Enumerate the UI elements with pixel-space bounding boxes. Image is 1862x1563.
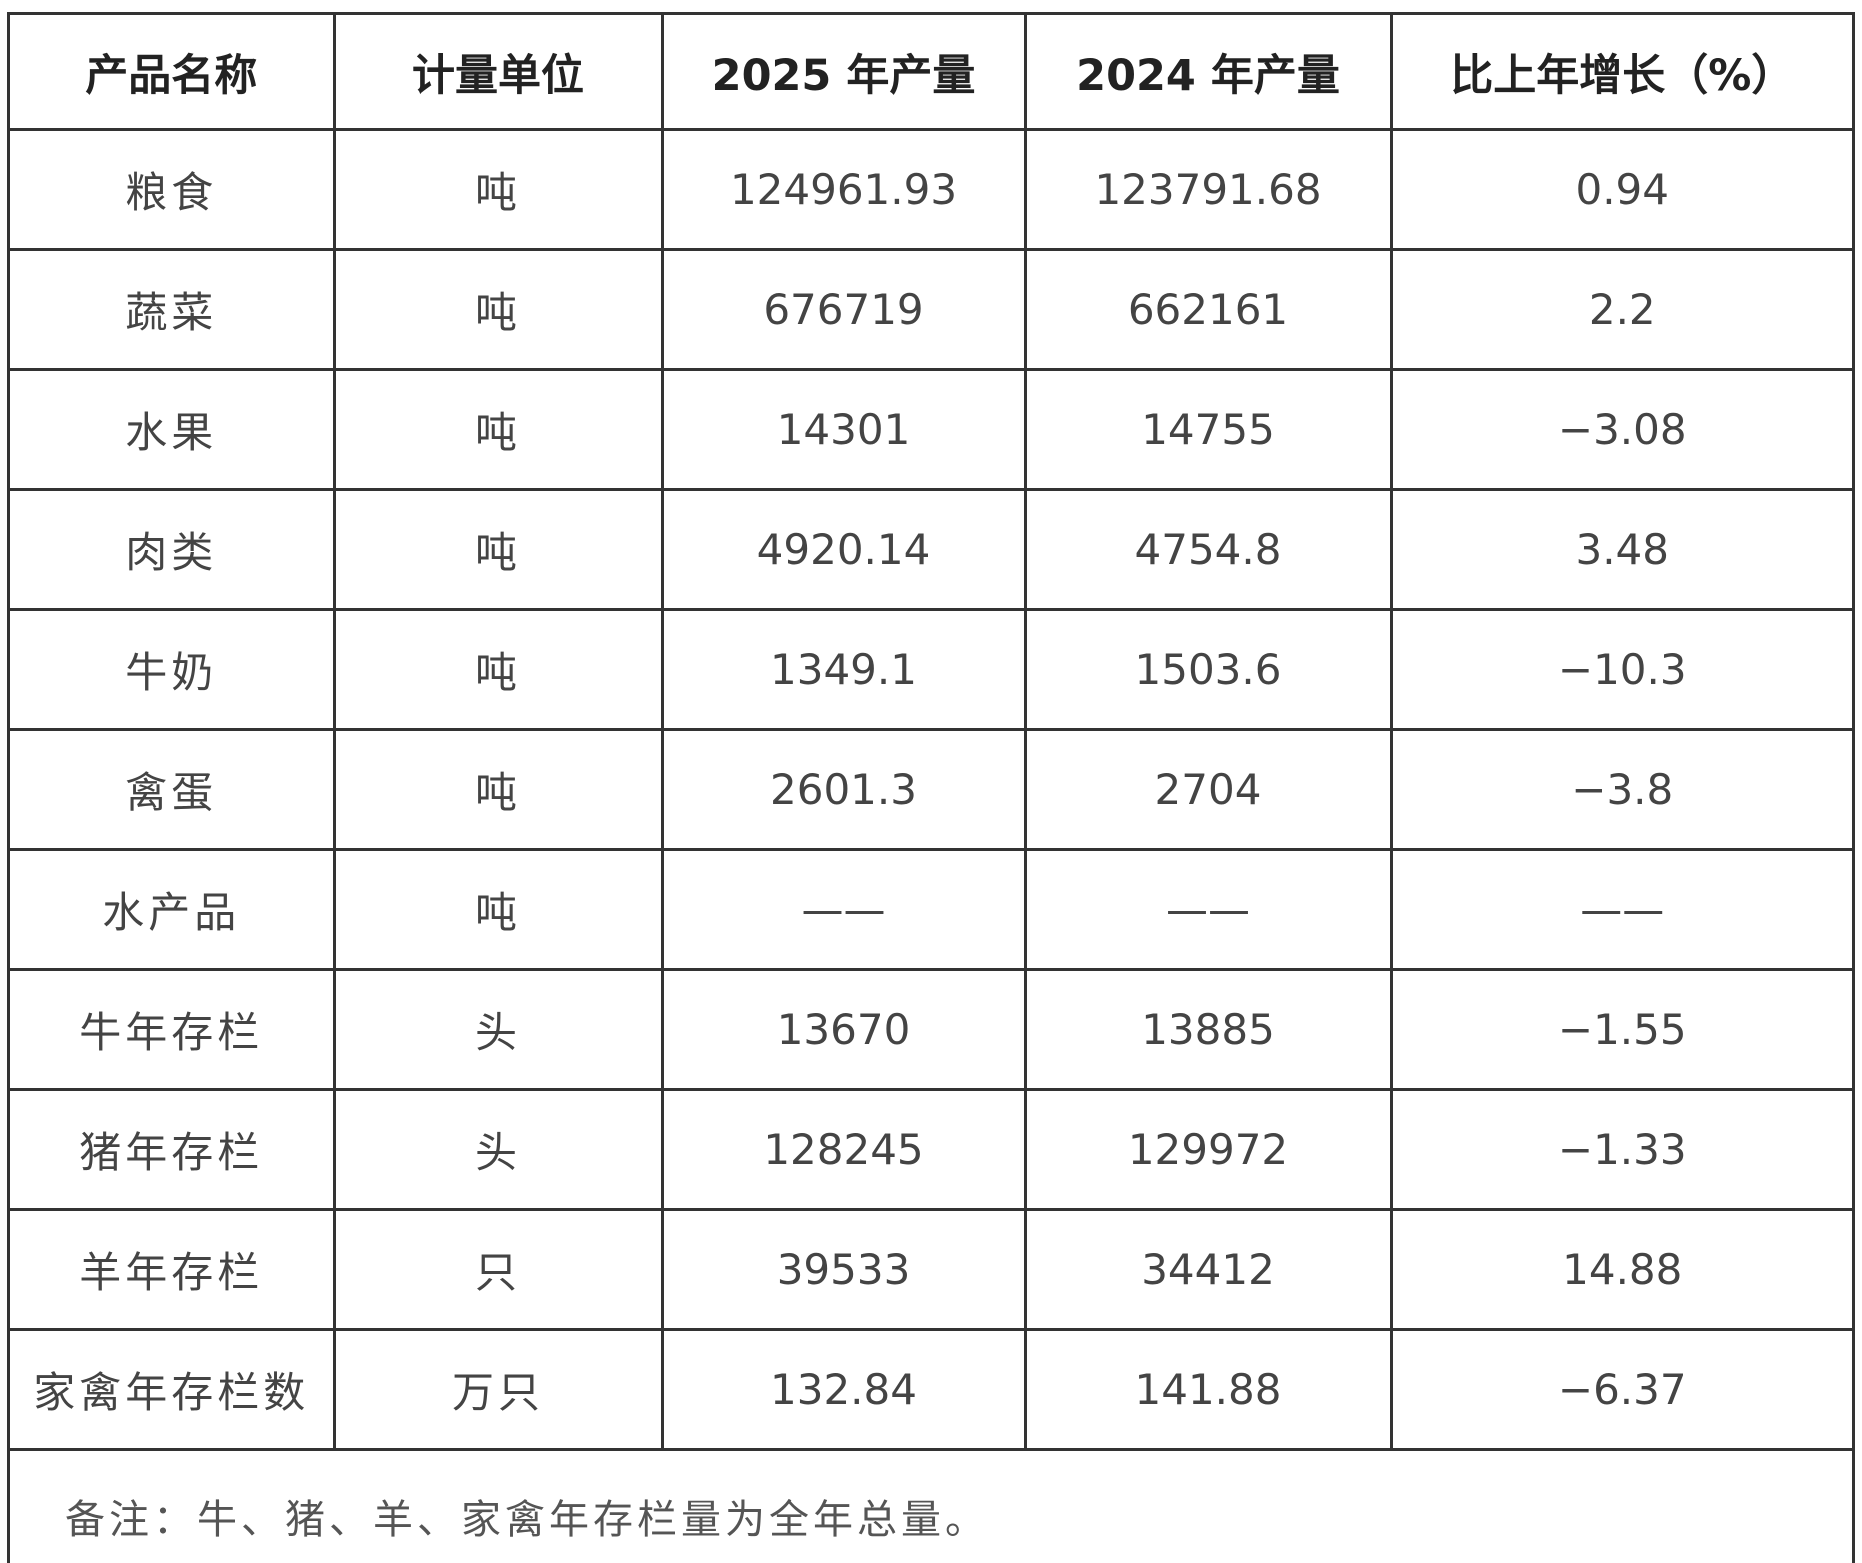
column-header: 比上年增长（%）	[1389, 15, 1852, 131]
product-name: 粮食	[10, 128, 336, 251]
unit: 只	[332, 1208, 664, 1331]
table-frame: 产品名称 计量单位 2025 年产量 2024 年产量 比上年增长（%） 粮食吨 1249…	[7, 12, 1855, 1563]
output-2025: 1349.1	[660, 608, 1027, 731]
product-name: 肉类	[10, 488, 336, 611]
unit: 吨	[332, 848, 664, 971]
output-2025: 2601.3	[660, 728, 1027, 851]
growth-rate: 2.2	[1389, 248, 1852, 371]
column-header: 2024 年产量	[1023, 15, 1393, 131]
unit: 吨	[332, 248, 664, 371]
table-row: 粮食吨 124961.93 123791.68 0.94	[10, 128, 1852, 251]
note: 备注：牛、猪、羊、家禽年存栏量为全年总量。	[65, 1497, 989, 1543]
table-row: 禽蛋吨 2601.3 2704 −3.8	[10, 728, 1852, 851]
output-2024: 141.88	[1023, 1328, 1393, 1451]
growth-rate: ——	[1389, 848, 1852, 971]
unit: 吨	[332, 488, 664, 611]
output-2025: ——	[660, 848, 1027, 971]
product-name: 羊年存栏	[10, 1208, 336, 1331]
output-2024: 13885	[1023, 968, 1393, 1091]
table-row: 羊年存栏只 39533 34412 14.88	[10, 1208, 1852, 1331]
product-name: 牛奶	[10, 608, 336, 731]
unit: 吨	[332, 728, 664, 851]
growth-rate: −1.33	[1389, 1088, 1852, 1211]
output-2024: 14755	[1023, 368, 1393, 491]
output-2024: 4754.8	[1023, 488, 1393, 611]
table-row: 肉类吨 4920.14 4754.8 3.48	[10, 488, 1852, 611]
unit: 吨	[332, 368, 664, 491]
data-table: 产品名称 计量单位 2025 年产量 2024 年产量 比上年增长（%） 粮食吨 1249…	[10, 15, 1852, 1451]
unit: 头	[332, 968, 664, 1091]
output-2025: 13670	[660, 968, 1027, 1091]
growth-rate: −1.55	[1389, 968, 1852, 1091]
product-name: 猪年存栏	[10, 1088, 336, 1211]
output-2024: 129972	[1023, 1088, 1393, 1211]
product-name: 水产品	[10, 848, 336, 971]
output-2025: 14301	[660, 368, 1027, 491]
product-name: 水果	[10, 368, 336, 491]
unit: 万只	[332, 1328, 664, 1451]
output-2024: 2704	[1023, 728, 1393, 851]
growth-rate: 0.94	[1389, 128, 1852, 251]
growth-rate: −3.8	[1389, 728, 1852, 851]
output-2025: 132.84	[660, 1328, 1027, 1451]
output-2025: 128245	[660, 1088, 1027, 1211]
growth-rate: 3.48	[1389, 488, 1852, 611]
growth-rate: −3.08	[1389, 368, 1852, 491]
column-header: 计量单位	[332, 15, 664, 131]
output-2024: 1503.6	[1023, 608, 1393, 731]
growth-rate: −6.37	[1389, 1328, 1852, 1451]
output-2024: 662161	[1023, 248, 1393, 371]
table-row: 水产品吨 —— —— ——	[10, 848, 1852, 971]
table-body: 粮食吨 124961.93 123791.68 0.94 蔬菜吨 676719 662161…	[10, 128, 1852, 1451]
output-2025: 676719	[660, 248, 1027, 371]
product-name: 蔬菜	[10, 248, 336, 371]
table-row: 牛年存栏头 13670 13885 −1.55	[10, 968, 1852, 1091]
table-row: 家禽年存栏数 万只 132.84 141.88 −6.37	[10, 1328, 1852, 1451]
growth-rate: 14.88	[1389, 1208, 1852, 1331]
table-row: 蔬菜吨 676719 662161 2.2	[10, 248, 1852, 371]
unit: 吨	[332, 128, 664, 251]
table-row: 水果吨 14301 14755 −3.08	[10, 368, 1852, 491]
product-name: 牛年存栏	[10, 968, 336, 1091]
output-2025: 124961.93	[660, 128, 1027, 251]
output-2024: ——	[1023, 848, 1393, 971]
product-name: 禽蛋	[10, 728, 336, 851]
product-name: 家禽年存栏数	[10, 1328, 336, 1451]
output-2025: 4920.14	[660, 488, 1027, 611]
growth-rate: −10.3	[1389, 608, 1852, 731]
unit: 吨	[332, 608, 664, 731]
output-2024: 123791.68	[1023, 128, 1393, 251]
column-header: 产品名称	[10, 15, 336, 131]
header-row: 产品名称 计量单位 2025 年产量 2024 年产量 比上年增长（%）	[10, 15, 1852, 131]
table-row: 猪年存栏头 128245 129972 −1.33	[10, 1088, 1852, 1211]
output-2025: 39533	[660, 1208, 1027, 1331]
unit: 头	[332, 1088, 664, 1211]
column-header: 2025 年产量	[660, 15, 1027, 131]
output-2024: 34412	[1023, 1208, 1393, 1331]
table-row: 牛奶吨 1349.1 1503.6 −10.3	[10, 608, 1852, 731]
